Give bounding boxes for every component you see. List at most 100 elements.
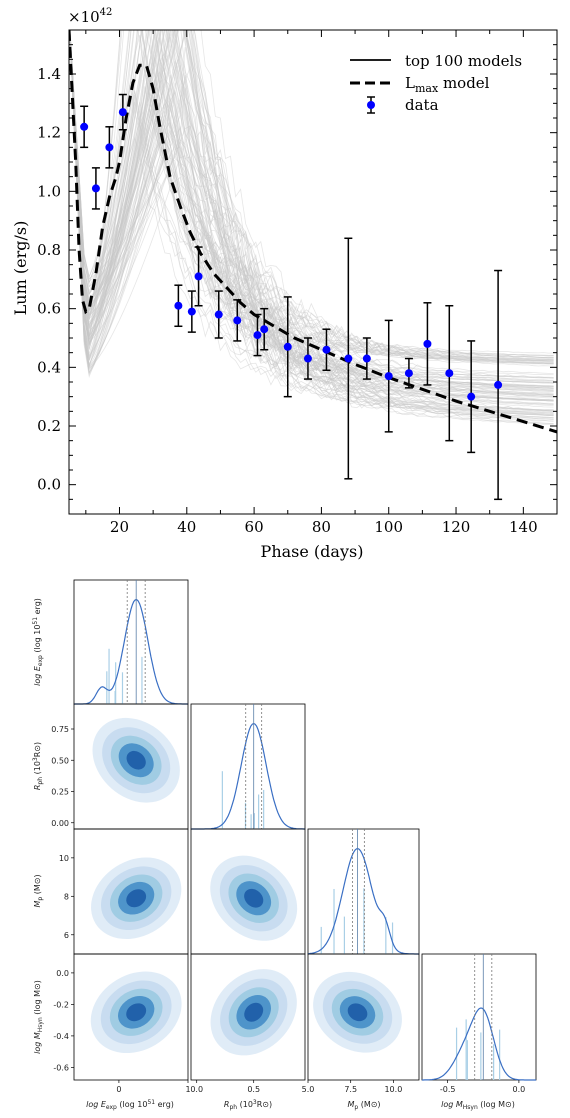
data-point — [194, 272, 203, 281]
corner-panel-2-2 — [307, 828, 420, 955]
legend-data-marker — [367, 101, 375, 109]
ensemble-model-line — [69, 30, 554, 392]
corner-ylabel-e-exp-part: (log 10 — [33, 625, 42, 656]
ensemble-model-line — [69, 30, 554, 419]
corner-ylabel-e-exp: log Eexp (log 1051 erg) — [32, 598, 44, 686]
corner-x-tick-label: 0 — [116, 1085, 121, 1094]
corner-panel-2-1 — [190, 828, 306, 955]
ensemble-model-line — [69, 30, 554, 414]
contour-level — [126, 750, 146, 770]
ensemble-model-line — [69, 30, 554, 395]
ensemble-model-line — [69, 30, 554, 370]
ensemble-model-line — [69, 30, 554, 420]
corner-x-tick-label: 0.0 — [513, 1085, 526, 1094]
corner-xlabel-m-p: Mp (M⊙) — [347, 1100, 380, 1111]
corner-ylabel-e-exp-part: exp — [37, 655, 44, 666]
corner-y-tick-label: 0.0 — [56, 969, 69, 978]
corner-ylabel-m-h-part: (log M⊙) — [33, 980, 42, 1017]
y-tick-label: 1.4 — [37, 65, 61, 83]
corner-panel-3-1 — [190, 953, 306, 1081]
ensemble-model-line — [69, 30, 554, 368]
ensemble-model-line — [69, 30, 554, 384]
data-point — [214, 310, 223, 319]
ensemble-model-line — [69, 30, 554, 414]
plot-frame — [68, 29, 558, 515]
corner-x-tick-label: 0.5 — [247, 1085, 260, 1094]
corner-xlabel-e-exp-part: 51 — [147, 1099, 155, 1106]
ensemble-model-line — [69, 30, 554, 406]
corner-y-tick-label: -0.6 — [53, 1063, 69, 1072]
ensemble-model-line — [69, 30, 554, 357]
corner-xlabel-e-exp-part: (log 10 — [117, 1100, 148, 1109]
corner-y-tick-label: -0.4 — [53, 1032, 69, 1041]
ensemble-model-line — [69, 30, 554, 398]
ensemble-model-line — [69, 30, 554, 360]
y-tick-label: 0.6 — [37, 300, 61, 318]
corner-panel-1-0 — [73, 703, 189, 830]
legend-lmax-label: Lmax model — [405, 74, 490, 95]
corner-x-tick-label: -0.5 — [440, 1085, 456, 1094]
corner-panel-3-2 — [307, 953, 420, 1081]
ensemble-model-line — [69, 30, 554, 379]
data-point — [344, 354, 353, 363]
ensemble-model-line — [69, 30, 554, 378]
corner-xlabel-r-ph-part: R — [224, 1100, 230, 1109]
corner-ylabel-m-h-part: log M — [33, 1032, 42, 1054]
data-point — [322, 345, 331, 354]
ensemble-model-line — [69, 30, 554, 416]
ensemble-model-line — [69, 30, 554, 425]
data-point — [467, 392, 476, 401]
y-axis-ticks: 0.0 0.2 0.4 0.6 0.8 1.0 1.2 1.4 — [37, 44, 557, 515]
data-point — [91, 184, 100, 193]
corner-xlabel-e-exp-part: log E — [86, 1100, 107, 1109]
ensemble-model-line — [69, 30, 554, 391]
data-point — [105, 143, 114, 152]
legend-data-label: data — [405, 96, 439, 114]
ensemble-model-line — [69, 30, 554, 362]
corner-ylabel-m-h: log MHsyn (log M⊙) — [33, 980, 44, 1054]
ensemble-model-line — [69, 30, 554, 365]
ensemble-model-line — [69, 30, 554, 389]
ensemble-model-line — [69, 30, 554, 392]
x-tick-label: 40 — [177, 518, 196, 536]
corner-y-tick-label: 0.00 — [51, 819, 69, 828]
panel-frame — [73, 579, 189, 705]
data-point — [253, 331, 262, 340]
corner-panel-0-0 — [73, 579, 189, 705]
ensemble-model-line — [69, 30, 554, 422]
corner-xlabel-e-exp-part: erg) — [155, 1100, 174, 1109]
y-tick-label: 1.2 — [37, 124, 61, 142]
corner-x-tick-label: 5.0 — [302, 1085, 315, 1094]
x-tick-label: 20 — [110, 518, 129, 536]
data-point — [303, 354, 312, 363]
ensemble-model-line — [69, 30, 554, 408]
data-point — [494, 380, 503, 389]
panel-frame — [190, 953, 306, 1081]
corner-ylabel-r-ph-part: R⊙) — [33, 742, 42, 757]
corner-panel-3-0 — [73, 953, 189, 1081]
ensemble-model-line — [69, 30, 554, 363]
ensemble-model-line — [69, 30, 554, 357]
ensemble-model-line — [69, 30, 554, 367]
ensemble-model-line — [69, 30, 554, 382]
corner-ylabel-r-ph-part: 3 — [32, 757, 39, 761]
ensemble-model-line — [69, 30, 554, 395]
data-point — [118, 108, 127, 117]
corner-ylabel-e-exp-part: erg) — [33, 598, 42, 617]
x-tick-label: 120 — [442, 518, 471, 536]
corner-y-tick-label: 0.50 — [51, 756, 69, 765]
panel-frame — [421, 953, 537, 1081]
corner-ylabel-m-h-part: Hsyn — [37, 1017, 44, 1032]
kde-curve — [74, 598, 188, 705]
corner-ylabel-m-p: Mp (M⊙) — [33, 874, 44, 907]
ensemble-model-line — [69, 30, 554, 362]
data-point — [445, 369, 454, 378]
corner-panel-1-1 — [190, 703, 306, 830]
ensemble-model-line — [69, 30, 554, 416]
ensemble-model-line — [69, 30, 554, 374]
corner-xlabel-r-ph-part: ph — [229, 1104, 237, 1111]
ensemble-model-line — [69, 30, 554, 388]
